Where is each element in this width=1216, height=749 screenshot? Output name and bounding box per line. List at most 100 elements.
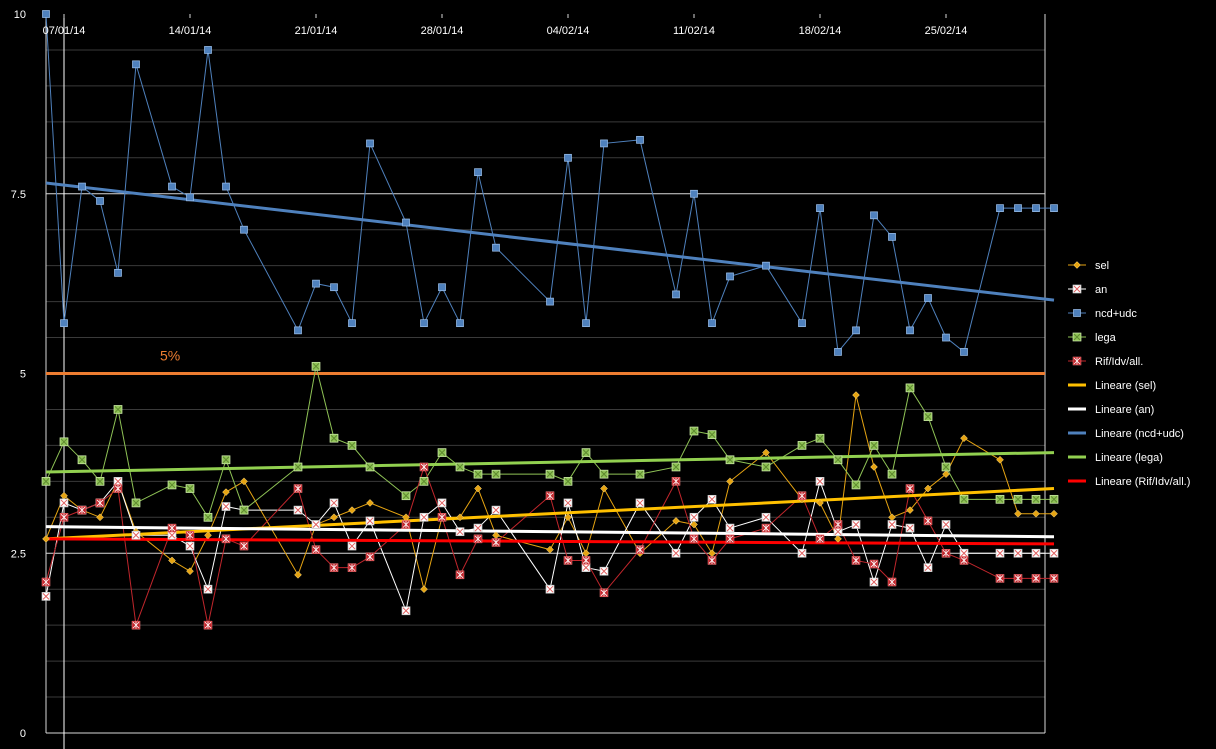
point-an: [833, 527, 843, 537]
point-an-cross-b: [456, 528, 464, 536]
point-rif-idv-all-: [365, 552, 375, 562]
point-an: [455, 527, 465, 537]
point-sel: [690, 520, 698, 529]
point-an: [635, 498, 645, 508]
legend-label-lineare-an-: Lineare (an): [1095, 404, 1154, 416]
point-lega-cross-b: [474, 470, 482, 478]
point-ncd-udc: [1050, 204, 1058, 212]
point-ncd-udc: [42, 10, 50, 18]
point-an-cross-b: [168, 531, 176, 539]
point-lega: [203, 512, 213, 522]
point-rif-idv-all-: [635, 545, 645, 554]
point-ncd-udc: [582, 319, 590, 328]
point-an-cross-b: [888, 521, 896, 528]
point-rif-idv-all-: [797, 491, 807, 500]
point-lega: [797, 441, 807, 450]
point-an-cross-b: [132, 531, 140, 539]
point-lega-cross-b: [726, 456, 734, 464]
point-an: [473, 523, 483, 533]
point-ncd-udc: [600, 139, 608, 148]
point-ncd-udc: [942, 333, 950, 342]
point-rif-idv-all-: [545, 491, 555, 500]
legend-label-lineare-ncd-udc-: Lineare (ncd+udc): [1095, 428, 1184, 440]
point-rif-idv-all-: [59, 513, 69, 522]
point-ncd-udc: [240, 225, 248, 234]
point-lega: [77, 455, 87, 465]
x-tick-label: 11/02/14: [673, 25, 715, 37]
point-an: [671, 548, 681, 558]
point-rif-idv-all-: [599, 588, 609, 598]
x-tick-label: 14/01/14: [169, 25, 212, 37]
point-lega: [221, 455, 231, 465]
point-lega-cross-b: [312, 362, 320, 370]
point-lega-cross-b: [42, 477, 50, 485]
legend-label-sel: sel: [1095, 260, 1109, 272]
point-lega: [941, 462, 951, 472]
legend-label-lineare-lega-: Lineare (lega): [1095, 452, 1163, 464]
point-rif-idv-all-: [923, 516, 933, 526]
point-rif-idv-all-: [707, 556, 717, 565]
point-an: [131, 530, 141, 540]
point-lega-cross-b: [672, 463, 680, 471]
point-lega-cross-b: [294, 463, 302, 471]
legend: sel an ncd+udc lega Rif/Idv/all. Lineare (sel…: [1068, 260, 1190, 488]
legend-label-ncd-udc: ncd+udc: [1095, 308, 1137, 320]
point-an: [293, 505, 303, 515]
point-ncd-udc: [222, 182, 230, 191]
point-rif-idv-all-: [725, 534, 735, 544]
point-an: [419, 512, 429, 522]
point-lega-cross-b: [870, 442, 878, 449]
point-lega-cross-b: [708, 431, 716, 438]
point-lega-cross-b: [996, 495, 1004, 503]
point-lega-cross-b: [456, 463, 464, 471]
point-ncd-udc: [492, 243, 500, 252]
point-rif-idv-all-: [581, 556, 591, 565]
point-an-cross-b: [636, 499, 644, 507]
point-lega: [869, 441, 879, 450]
point-lega: [473, 469, 483, 479]
point-sel: [1050, 509, 1058, 518]
point-lega-cross-b: [348, 442, 356, 449]
point-an-cross-b: [996, 549, 1004, 557]
point-lega: [1049, 494, 1059, 504]
point-ncd-udc: [852, 326, 860, 335]
point-an: [725, 523, 735, 533]
point-rif-idv-all-: [419, 462, 429, 472]
threshold-label: 5%: [160, 348, 180, 364]
point-an: [959, 548, 969, 558]
point-an-cross-b: [312, 521, 320, 528]
point-lega: [599, 469, 609, 479]
point-an: [1031, 548, 1041, 558]
point-ncd-udc: [996, 204, 1004, 212]
point-rif-idv-all-: [401, 520, 411, 529]
point-sel: [420, 585, 428, 594]
point-an: [167, 530, 177, 540]
point-lega-cross-b: [1050, 495, 1058, 503]
point-lega: [833, 455, 843, 465]
point-ncd-udc: [1014, 204, 1022, 212]
point-ncd-udc: [114, 268, 122, 277]
point-an: [221, 502, 231, 511]
point-sel: [564, 513, 572, 522]
point-an-cross-b: [690, 513, 698, 521]
point-sel: [204, 531, 212, 540]
point-ncd-udc: [672, 290, 680, 299]
point-an-cross-b: [924, 564, 932, 571]
point-an: [851, 520, 861, 529]
point-lega-cross-b: [168, 481, 176, 489]
legend-label-an: an: [1095, 284, 1107, 296]
point-lega: [725, 455, 735, 465]
point-lega: [131, 498, 141, 508]
point-ncd-udc: [924, 294, 932, 302]
point-an: [311, 520, 321, 529]
point-lega: [365, 462, 375, 472]
y-tick-label: 5: [20, 369, 26, 381]
point-sel: [1032, 509, 1040, 518]
y-tick-label: 2.5: [11, 548, 26, 560]
point-rif-idv-all-: [221, 534, 231, 544]
point-rif-idv-all-: [1031, 574, 1041, 583]
point-sel: [834, 535, 842, 543]
point-sel: [996, 455, 1004, 464]
point-ncd-udc: [1032, 204, 1040, 212]
point-an-cross-b: [492, 506, 500, 514]
